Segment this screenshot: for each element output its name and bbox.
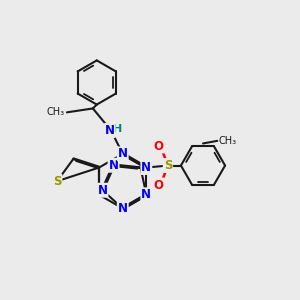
Text: N: N — [109, 159, 118, 172]
Text: O: O — [154, 178, 164, 191]
Text: N: N — [98, 184, 107, 197]
Text: N: N — [118, 147, 128, 161]
Text: N: N — [118, 202, 128, 215]
Text: CH₃: CH₃ — [219, 136, 237, 146]
Text: H: H — [113, 124, 122, 134]
Text: CH₃: CH₃ — [47, 107, 65, 117]
Text: N: N — [141, 161, 151, 174]
Text: N: N — [105, 124, 115, 137]
Text: N: N — [141, 188, 151, 201]
Text: S: S — [164, 159, 172, 172]
Text: S: S — [53, 175, 62, 188]
Text: O: O — [154, 140, 164, 153]
